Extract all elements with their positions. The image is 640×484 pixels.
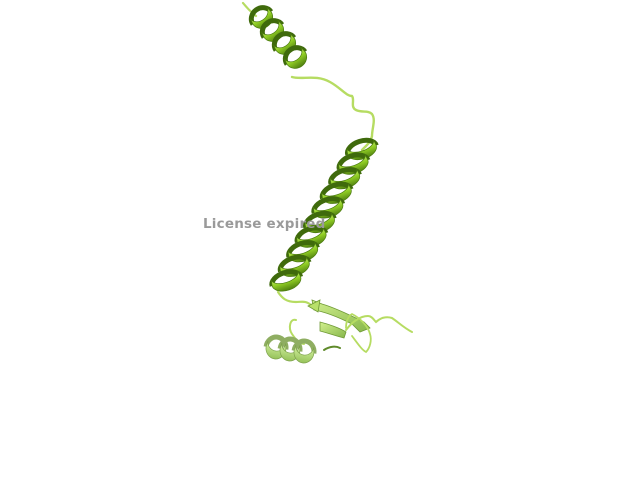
helix-top bbox=[248, 5, 308, 69]
domain-coil-d bbox=[323, 345, 341, 351]
loop-top-to-middle bbox=[290, 75, 375, 152]
loop-middle-to-domain bbox=[276, 290, 314, 308]
helix-middle bbox=[269, 137, 379, 292]
beta-strand-lower bbox=[319, 321, 347, 339]
helix-turn-front bbox=[293, 344, 315, 364]
beta-strand-arrowhead bbox=[307, 299, 321, 313]
helix-turn-front bbox=[270, 271, 302, 292]
beta-strand bbox=[311, 299, 371, 333]
domain-coil-c bbox=[345, 312, 372, 354]
helix-bottom bbox=[263, 334, 317, 364]
helix-turn-front bbox=[284, 47, 307, 69]
domain-coil-b bbox=[345, 314, 413, 333]
